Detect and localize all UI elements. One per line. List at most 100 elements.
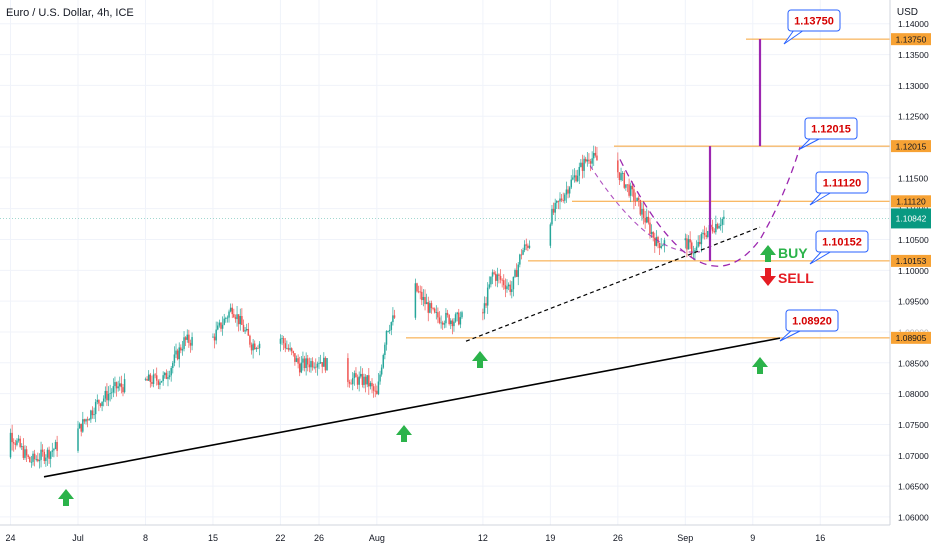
candle-body [347, 358, 349, 382]
candle-body [257, 348, 259, 349]
candle-body [628, 184, 630, 196]
candle-body [88, 419, 90, 421]
candle-body [178, 347, 180, 360]
sell-label: SELL [778, 270, 814, 286]
candle-body [626, 184, 629, 186]
candle-body [45, 457, 47, 461]
candle-body [572, 177, 574, 180]
current-price-tag [891, 208, 931, 229]
candle-body [377, 381, 380, 395]
candle-body [371, 382, 373, 387]
price-tick-label: 1.10000 [898, 266, 929, 276]
candle-body [353, 373, 356, 379]
candle-body [662, 245, 664, 247]
currency-label[interactable]: USD [896, 7, 918, 18]
candle-body [151, 382, 153, 384]
horizontal-levels [0, 38, 890, 339]
callout-box [787, 9, 841, 32]
candle-body [486, 287, 489, 306]
candle-body [86, 419, 89, 421]
candle-body [414, 283, 417, 318]
candle-body [580, 162, 582, 167]
candle-body [583, 158, 585, 171]
candle-body [51, 450, 54, 452]
candle-body [218, 322, 221, 326]
candle-body [102, 398, 105, 402]
candle-body [112, 386, 115, 393]
candle-body [507, 284, 510, 287]
candle-body [249, 335, 251, 345]
price-tick-label: 1.14000 [898, 19, 929, 29]
candle-body [699, 241, 701, 245]
candle-body [38, 459, 41, 462]
candle-body [96, 399, 99, 402]
candle-body [715, 224, 717, 233]
time-tick-label: 26 [314, 533, 324, 543]
buy-arrow-up [58, 489, 74, 506]
buy-arrow-up [472, 351, 488, 368]
buy-label: BUY [778, 245, 808, 261]
time-tick-label: 16 [815, 533, 825, 543]
candle-body [435, 312, 438, 313]
candle-body [253, 343, 256, 350]
candle-body [186, 334, 189, 340]
candle-body [523, 244, 526, 251]
candle-body [684, 238, 687, 241]
candle-body [157, 380, 160, 385]
candle-body [376, 390, 378, 395]
candle-body [453, 321, 455, 327]
candle-body [642, 208, 645, 218]
candle-body [167, 377, 169, 379]
candle-body [281, 338, 283, 339]
price-tick-label: 1.12500 [898, 112, 929, 122]
callout-text: 1.12015 [811, 124, 851, 136]
candle-body [294, 353, 296, 362]
candle-body [252, 343, 254, 351]
price-tick-label: 1.11500 [898, 173, 928, 183]
candle-body [490, 276, 492, 285]
level-price-tag [891, 140, 931, 153]
callout-pointer [783, 29, 805, 45]
chart-grid [0, 0, 890, 525]
candle-body [496, 274, 499, 281]
candle-body [300, 362, 303, 373]
candle-body [509, 284, 511, 292]
candle-body [689, 239, 691, 243]
candle-body [12, 442, 15, 444]
sell-arrow-down [760, 268, 776, 286]
candle-body [525, 244, 528, 246]
candle-body [82, 419, 84, 432]
candle-body [573, 175, 576, 178]
candle-body [494, 273, 497, 281]
candle-body [91, 410, 94, 416]
candle-body [29, 457, 31, 463]
candle-body [618, 172, 621, 181]
candle-body [175, 350, 177, 355]
candle-body [425, 302, 428, 305]
candle-body [649, 222, 651, 235]
candle-body [165, 372, 168, 379]
candle-body [144, 378, 147, 380]
candle-body [366, 375, 368, 385]
candle-body [80, 423, 82, 432]
price-tick-label: 1.06000 [898, 512, 929, 522]
candle-body [310, 361, 312, 368]
candle-body [40, 449, 42, 460]
candle-body [445, 312, 447, 324]
candle-body [437, 312, 439, 318]
candle-body [417, 291, 420, 293]
candle-body [11, 432, 13, 443]
candle-body [242, 324, 245, 332]
candle-body [556, 200, 558, 203]
callout-pointer [779, 329, 803, 342]
candle-body [430, 303, 433, 309]
candle-body [360, 373, 362, 377]
candle-body [617, 160, 619, 173]
candle-body [287, 347, 290, 350]
candle-body [697, 241, 699, 247]
candle-body [382, 354, 385, 368]
candle-body [154, 374, 156, 376]
candle-body [485, 303, 487, 306]
time-axis: 24 Jul 8 15 22 26 Aug 12 19 26 Sep 9 16 [0, 524, 932, 550]
